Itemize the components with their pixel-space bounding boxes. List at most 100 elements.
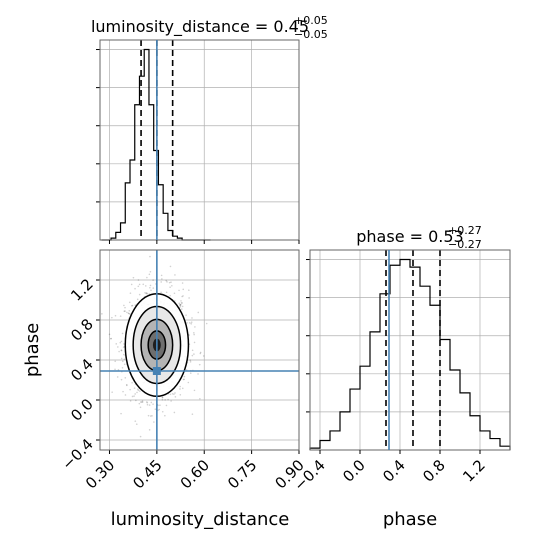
scatter-point — [148, 429, 151, 431]
scatter-point — [119, 315, 122, 317]
scatter-point — [142, 283, 145, 286]
scatter-point — [181, 302, 183, 304]
histogram-bin-12 — [430, 305, 440, 450]
scatter-point — [124, 310, 126, 312]
scatter-point — [140, 401, 143, 403]
scatter-point — [114, 368, 116, 371]
scatter-point — [191, 317, 193, 319]
scatter-point — [150, 401, 153, 404]
scatter-point — [193, 332, 195, 334]
scatter-point — [124, 306, 126, 309]
scatter-point — [137, 388, 139, 390]
scatter-point — [133, 387, 136, 389]
scatter-point — [128, 309, 131, 312]
scatter-point — [136, 298, 139, 301]
scatter-point — [150, 289, 152, 292]
scatter-point — [179, 304, 182, 306]
scatter-point — [179, 303, 181, 306]
scatter-point — [135, 423, 138, 425]
scatter-point — [166, 281, 168, 283]
scatter-point — [129, 400, 132, 402]
scatter-point — [137, 389, 140, 392]
scatter-point — [127, 312, 130, 314]
scatter-point — [120, 340, 123, 343]
scatter-point — [202, 355, 205, 357]
scatter-point — [101, 313, 103, 315]
scatter-point — [120, 357, 123, 360]
scatter-point — [129, 388, 131, 391]
scatter-point — [179, 303, 182, 306]
y-tick-label-4: 1.2 — [67, 275, 97, 305]
scatter-point — [120, 349, 123, 352]
scatter-point — [146, 403, 149, 406]
scatter-point — [193, 353, 195, 355]
scatter-point — [167, 398, 169, 401]
panel-frame — [99, 249, 300, 451]
histogram-bin-12 — [158, 185, 163, 240]
scatter-point — [121, 367, 124, 369]
x-tick-label-phase-4: 1.2 — [459, 456, 489, 486]
x-tick-label-phase-2: 0.4 — [379, 456, 409, 486]
title-luminosity-distance: luminosity_distance = 0.45 — [91, 17, 309, 37]
scatter-point — [145, 292, 148, 294]
histogram-bin-18 — [490, 439, 500, 450]
scatter-point — [152, 403, 154, 405]
scatter-point — [189, 372, 192, 374]
scatter-point — [174, 396, 177, 398]
scatter-point — [160, 291, 162, 294]
histogram-bin-3 — [340, 412, 350, 450]
histogram-bin-19 — [500, 446, 510, 450]
scatter-point — [161, 278, 163, 280]
x-tick-label-3: 0.75 — [224, 456, 260, 492]
scatter-point — [141, 401, 144, 403]
scatter-point — [174, 392, 176, 394]
scatter-point — [115, 343, 118, 345]
histogram-bin-16 — [470, 416, 480, 450]
scatter-point — [149, 286, 151, 289]
x-tick-label-phase-1: 0.0 — [339, 456, 369, 486]
x-tick-label-1: 0.45 — [129, 456, 165, 492]
scatter-point — [165, 404, 168, 407]
panel-frame — [309, 249, 511, 451]
scatter-point — [136, 391, 138, 394]
x-tick-label-2: 0.60 — [177, 456, 213, 492]
histogram-bin-4 — [121, 223, 126, 240]
scatter-point — [179, 394, 182, 396]
scatter-point — [169, 265, 172, 268]
scatter-point — [189, 361, 192, 363]
scatter-point — [149, 255, 151, 258]
scatter-point — [161, 396, 164, 399]
scatter-point — [193, 341, 196, 344]
scatter-point — [182, 288, 185, 291]
y-tick-label-0: −0.4 — [58, 435, 96, 473]
scatter-point — [181, 305, 184, 308]
histogram-outline — [101, 48, 211, 241]
y-axis-label-phase: phase — [22, 323, 43, 377]
scatter-point — [122, 390, 124, 393]
panel-frame — [99, 39, 300, 241]
scatter-point — [138, 283, 141, 286]
scatter-point — [154, 408, 157, 411]
scatter-point — [161, 410, 164, 413]
scatter-point — [198, 363, 201, 366]
histogram-bin-5 — [125, 183, 130, 240]
scatter-point — [178, 302, 180, 305]
histogram-bin-10 — [149, 105, 154, 240]
x-axis-label-phase: phase — [383, 509, 437, 530]
scatter-point — [179, 385, 181, 388]
scatter-point — [189, 359, 192, 362]
scatter-point — [188, 289, 190, 292]
scatter-point — [126, 384, 128, 387]
histogram-bin-13 — [440, 340, 450, 450]
scatter-point — [123, 358, 126, 361]
scatter-point — [148, 404, 151, 406]
scatter-point — [118, 350, 120, 353]
scatter-point — [130, 283, 133, 286]
scatter-point — [178, 289, 180, 292]
scatter-point — [191, 349, 194, 352]
panel-phase-histogram: −0.4 0.0 0.4 0.8 1.2 — [290, 249, 511, 495]
histogram-bin-6 — [370, 332, 380, 450]
scatter-point — [133, 395, 135, 397]
scatter-point — [197, 311, 200, 314]
